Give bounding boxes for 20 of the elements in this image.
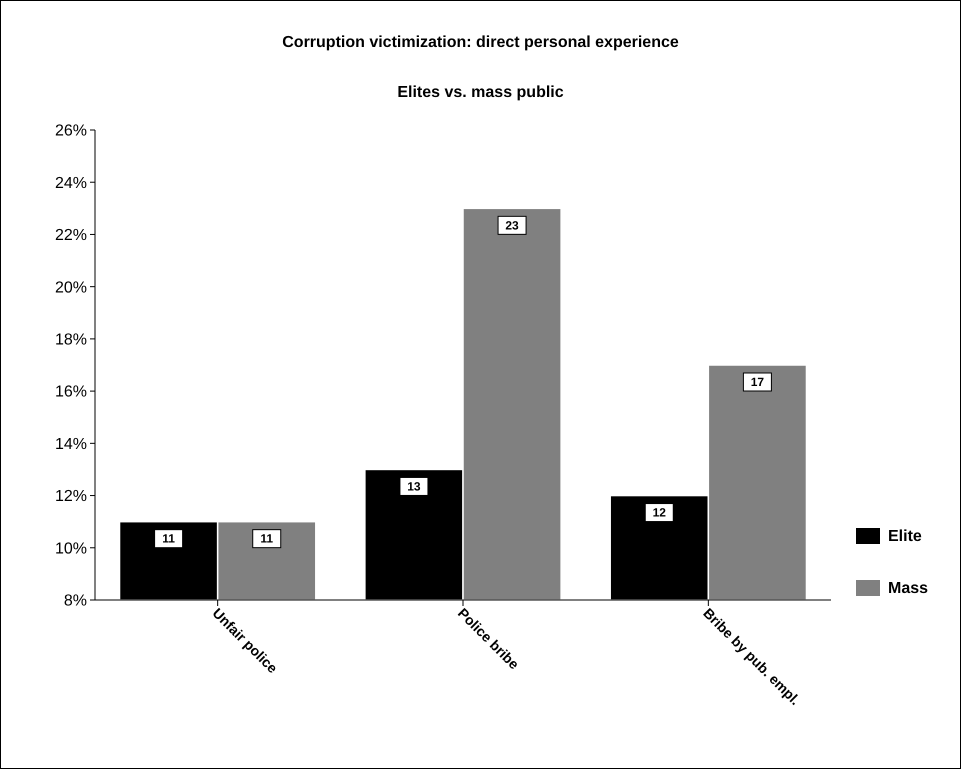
y-tick-label: 20%: [54, 279, 87, 296]
y-tick-label: 10%: [54, 540, 87, 558]
y-tick-label: 16%: [54, 384, 87, 401]
chart-title: Corruption victimization: direct personal experience: [282, 34, 679, 51]
data-label: 12: [652, 506, 666, 520]
y-tick-label: 22%: [54, 227, 87, 244]
chart-subtitle: Elites vs. mass public: [397, 84, 564, 101]
y-tick-label: 14%: [54, 436, 87, 453]
y-tick-label: 26%: [54, 122, 87, 140]
data-label: 11: [162, 532, 176, 546]
legend-label: Mass: [888, 580, 928, 597]
data-label: 23: [505, 218, 520, 232]
legend-label: Elite: [888, 528, 922, 545]
y-tick-label: 12%: [54, 488, 87, 506]
data-label: 11: [260, 532, 274, 546]
data-label: 17: [750, 375, 764, 389]
y-tick-label: 8%: [64, 592, 87, 610]
y-tick-label: 18%: [54, 331, 87, 348]
data-label: 13: [407, 479, 421, 494]
y-tick-label: 24%: [54, 174, 87, 192]
